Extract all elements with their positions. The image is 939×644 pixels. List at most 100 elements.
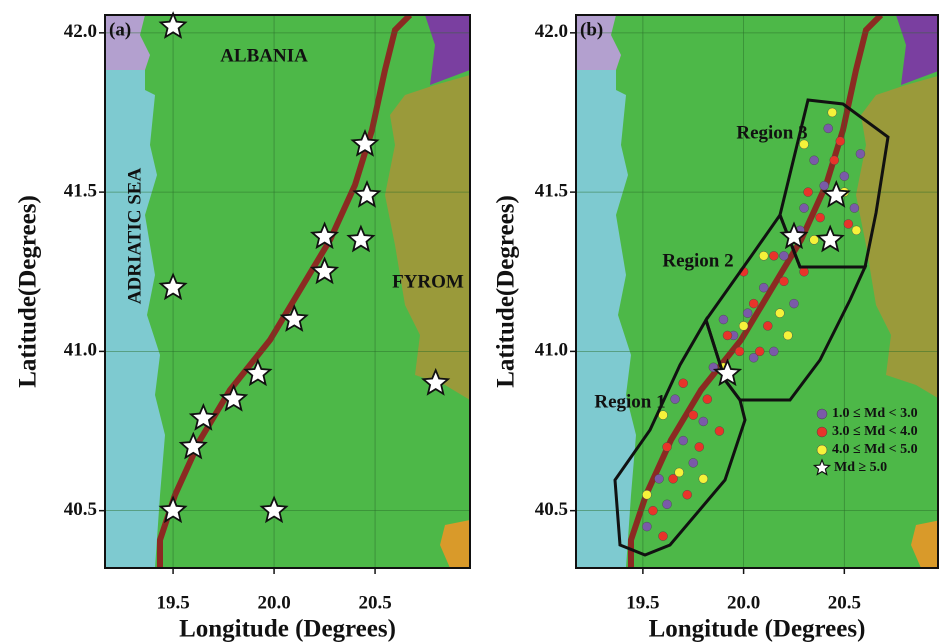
panel-label: (b) — [580, 19, 603, 40]
panel-label: (a) — [109, 19, 131, 40]
regions — [613, 98, 890, 557]
star — [158, 11, 188, 39]
star — [309, 256, 340, 285]
event-dot — [748, 353, 759, 363]
event-dot — [648, 505, 658, 516]
event-dot — [698, 416, 709, 427]
annotation: Region 3 — [736, 122, 807, 143]
event-dot — [688, 410, 698, 420]
event-dot — [668, 474, 678, 484]
star — [219, 383, 249, 412]
x-tick-label: 19.5 — [626, 592, 659, 613]
layer — [105, 15, 938, 568]
y-axis-label: Latitude(Degrees) — [493, 195, 520, 388]
legend-swatch — [816, 408, 828, 420]
legend-label: 3.0 ≤ Md < 4.0 — [832, 424, 918, 439]
event-dot — [819, 181, 829, 191]
event-dot — [759, 282, 769, 293]
event-dot — [799, 267, 809, 277]
event-dot — [658, 531, 668, 541]
frame-b — [575, 14, 939, 569]
event-dot — [702, 394, 713, 404]
star — [178, 431, 208, 460]
event-dot — [815, 212, 825, 223]
region-2 — [704, 211, 868, 402]
star — [279, 304, 309, 332]
x-tick-label: 20.5 — [828, 592, 861, 613]
star — [821, 179, 851, 208]
star — [158, 272, 188, 301]
x-tick-label: 20.0 — [727, 592, 760, 613]
event-dot — [688, 458, 698, 468]
star — [352, 179, 382, 208]
event-dot — [849, 203, 860, 213]
event-dot — [779, 276, 789, 287]
event-dot — [799, 203, 809, 213]
legend-swatch — [816, 444, 828, 456]
event-dot — [759, 251, 769, 261]
annotation: ALBANIA — [220, 45, 308, 66]
event-dot — [855, 149, 866, 159]
legend-label: Md ≥ 5.0 — [834, 460, 887, 475]
event-dot — [662, 442, 672, 452]
event-dot — [674, 467, 684, 478]
event-dot — [748, 298, 759, 309]
map-b — [576, 15, 939, 568]
event-dot — [678, 378, 688, 388]
frame-a — [104, 14, 471, 569]
x-axis-label: Longitude (Degrees) — [649, 616, 866, 643]
star — [815, 224, 845, 253]
x-tick-label: 20.0 — [257, 592, 290, 613]
event-dot — [755, 346, 765, 357]
event-dot — [714, 426, 725, 436]
event-dot — [769, 251, 779, 261]
event-dot — [662, 499, 672, 509]
region-1 — [613, 316, 747, 557]
event-dot — [829, 155, 839, 165]
event-dot — [843, 219, 854, 229]
event-dot — [799, 139, 809, 150]
annotation: Region 1 — [594, 391, 665, 412]
event-dot — [763, 321, 773, 331]
panel-layer — [576, 15, 938, 568]
event-dot — [642, 521, 652, 532]
x-tick-label: 19.5 — [156, 592, 189, 613]
event-dot — [682, 490, 692, 500]
event-dot — [809, 155, 819, 165]
event-dot — [851, 225, 862, 236]
event-dot — [775, 308, 785, 318]
star — [779, 221, 809, 250]
event-dot — [654, 474, 664, 484]
event-dot — [698, 474, 709, 484]
event-dot — [809, 235, 819, 245]
star — [421, 367, 451, 396]
y-tick-label: 41.5 — [535, 180, 568, 201]
event-dot — [642, 490, 652, 500]
event-dot — [742, 308, 753, 318]
annotation: FYROM — [392, 271, 464, 292]
event-dot — [783, 330, 793, 341]
legend-swatch — [812, 458, 832, 476]
event-dot — [803, 187, 813, 197]
y-tick-label: 41.0 — [535, 340, 568, 361]
annotation: ADRIATIC SEA — [124, 168, 145, 305]
event-dot — [789, 298, 799, 309]
event-dot — [823, 123, 833, 134]
star — [309, 221, 340, 250]
star — [259, 495, 289, 524]
y-tick-label: 40.5 — [535, 499, 568, 520]
y-tick-label: 42.0 — [535, 21, 568, 42]
event-dot — [839, 171, 850, 181]
event-dot — [835, 136, 845, 146]
star — [712, 358, 743, 387]
event-dot — [718, 314, 729, 325]
annotation: Region 2 — [662, 250, 733, 271]
legend-swatch — [816, 426, 828, 438]
star — [243, 358, 273, 387]
legend-label: 1.0 ≤ Md < 3.0 — [832, 406, 918, 421]
y-axis-label: Latitude(Degrees) — [15, 195, 42, 388]
x-tick-label: 20.5 — [358, 592, 391, 613]
x-axis-label: Longitude (Degrees) — [179, 616, 396, 643]
event-dot — [779, 251, 789, 261]
